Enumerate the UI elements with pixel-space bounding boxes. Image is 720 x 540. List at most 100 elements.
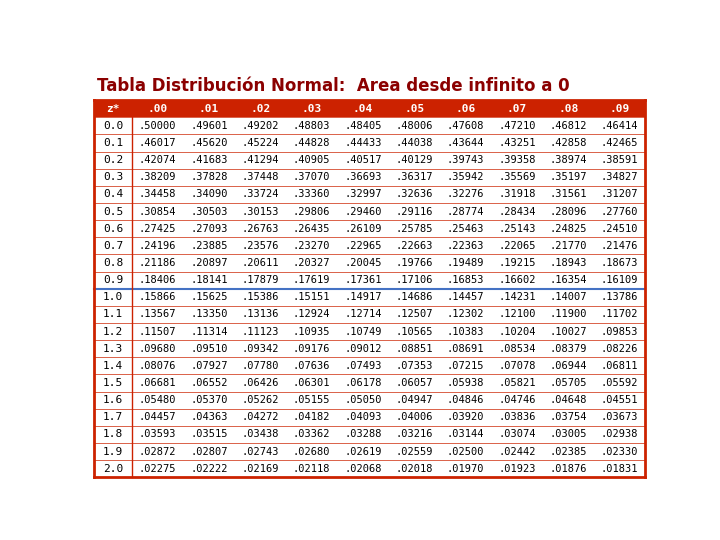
Text: .45620: .45620 [190, 138, 228, 148]
Text: .09510: .09510 [190, 343, 228, 354]
Text: .14007: .14007 [549, 292, 587, 302]
Text: .07078: .07078 [498, 361, 536, 371]
Bar [94, 100, 645, 117]
Text: 1.1: 1.1 [103, 309, 123, 320]
Text: .02118: .02118 [293, 464, 330, 474]
Text: .27425: .27425 [139, 224, 176, 234]
Text: .10027: .10027 [549, 327, 587, 336]
Text: .47210: .47210 [498, 121, 536, 131]
Text: .40905: .40905 [293, 155, 330, 165]
Text: .14457: .14457 [447, 292, 485, 302]
Text: .15151: .15151 [293, 292, 330, 302]
Text: .04: .04 [353, 104, 373, 114]
Text: .02872: .02872 [139, 447, 176, 456]
Text: .45224: .45224 [241, 138, 279, 148]
Text: .41294: .41294 [241, 155, 279, 165]
Text: .13136: .13136 [241, 309, 279, 320]
Text: .34827: .34827 [600, 172, 639, 183]
Text: .42465: .42465 [600, 138, 639, 148]
Text: .08226: .08226 [600, 343, 639, 354]
Text: .35569: .35569 [498, 172, 536, 183]
Text: .05938: .05938 [447, 378, 485, 388]
Text: .16354: .16354 [549, 275, 587, 285]
Text: .16853: .16853 [447, 275, 485, 285]
Text: .29116: .29116 [395, 207, 433, 217]
Text: .36317: .36317 [395, 172, 433, 183]
Text: .18943: .18943 [549, 258, 587, 268]
Text: .09680: .09680 [139, 343, 176, 354]
Text: .03288: .03288 [344, 429, 382, 440]
Text: .12302: .12302 [447, 309, 485, 320]
Text: .05480: .05480 [139, 395, 176, 405]
Text: 1.3: 1.3 [103, 343, 123, 354]
Text: .02807: .02807 [190, 447, 228, 456]
Text: .02169: .02169 [241, 464, 279, 474]
Text: .03438: .03438 [241, 429, 279, 440]
Text: .03: .03 [302, 104, 322, 114]
Text: .03074: .03074 [498, 429, 536, 440]
Text: .06: .06 [456, 104, 476, 114]
Text: .38974: .38974 [549, 155, 587, 165]
Text: z*: z* [107, 104, 120, 114]
Text: .48803: .48803 [293, 121, 330, 131]
Text: .06811: .06811 [600, 361, 639, 371]
Text: .23270: .23270 [293, 241, 330, 251]
Text: .14686: .14686 [395, 292, 433, 302]
Text: Tabla Distribución Normal:  Area desde infinito a 0: Tabla Distribución Normal: Area desde in… [97, 77, 570, 95]
Text: .04457: .04457 [139, 412, 176, 422]
Text: .23885: .23885 [190, 241, 228, 251]
Text: .02068: .02068 [344, 464, 382, 474]
Text: .27760: .27760 [600, 207, 639, 217]
Text: .44433: .44433 [344, 138, 382, 148]
Text: .08534: .08534 [498, 343, 536, 354]
Text: .03005: .03005 [549, 429, 587, 440]
Text: .48405: .48405 [344, 121, 382, 131]
Text: .08691: .08691 [447, 343, 485, 354]
Text: .02619: .02619 [344, 447, 382, 456]
Text: .03593: .03593 [139, 429, 176, 440]
Text: .16109: .16109 [600, 275, 639, 285]
Text: .43644: .43644 [447, 138, 485, 148]
Text: .18673: .18673 [600, 258, 639, 268]
Text: .06426: .06426 [241, 378, 279, 388]
Text: .30854: .30854 [139, 207, 176, 217]
Text: .07636: .07636 [293, 361, 330, 371]
Text: .03362: .03362 [293, 429, 330, 440]
Text: .06301: .06301 [293, 378, 330, 388]
Text: 1.7: 1.7 [103, 412, 123, 422]
Text: .19489: .19489 [447, 258, 485, 268]
Text: .04182: .04182 [293, 412, 330, 422]
Text: .21476: .21476 [600, 241, 639, 251]
Text: 1.8: 1.8 [103, 429, 123, 440]
Text: .09: .09 [609, 104, 630, 114]
Text: .04093: .04093 [344, 412, 382, 422]
Text: .25143: .25143 [498, 224, 536, 234]
Text: .07493: .07493 [344, 361, 382, 371]
Text: .39358: .39358 [498, 155, 536, 165]
Text: .05155: .05155 [293, 395, 330, 405]
Text: .21770: .21770 [549, 241, 587, 251]
Text: .49601: .49601 [190, 121, 228, 131]
Text: 2.0: 2.0 [103, 464, 123, 474]
Text: .13350: .13350 [190, 309, 228, 320]
Text: .09176: .09176 [293, 343, 330, 354]
Text: .37448: .37448 [241, 172, 279, 183]
Text: .06681: .06681 [139, 378, 176, 388]
Text: .15625: .15625 [190, 292, 228, 302]
Text: .25785: .25785 [395, 224, 433, 234]
Text: .15386: .15386 [241, 292, 279, 302]
Text: .22965: .22965 [344, 241, 382, 251]
Text: .07780: .07780 [241, 361, 279, 371]
Text: .47608: .47608 [447, 121, 485, 131]
Text: .32276: .32276 [447, 190, 485, 199]
Text: 0.0: 0.0 [103, 121, 123, 131]
Text: .38591: .38591 [600, 155, 639, 165]
Text: .32997: .32997 [344, 190, 382, 199]
Text: .02330: .02330 [600, 447, 639, 456]
Text: .34090: .34090 [190, 190, 228, 199]
Text: .19766: .19766 [395, 258, 433, 268]
Text: .44828: .44828 [293, 138, 330, 148]
Text: .14231: .14231 [498, 292, 536, 302]
Text: .13786: .13786 [600, 292, 639, 302]
Text: .03920: .03920 [447, 412, 485, 422]
